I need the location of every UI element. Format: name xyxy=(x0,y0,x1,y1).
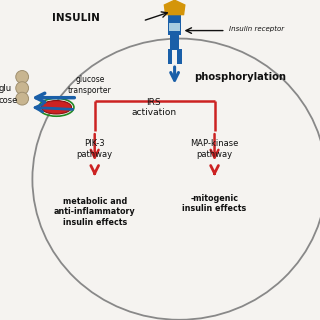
Circle shape xyxy=(16,82,28,94)
Bar xyxy=(168,49,172,64)
Text: PIK-3
pathway: PIK-3 pathway xyxy=(77,139,113,159)
Text: glucose
transporter: glucose transporter xyxy=(68,75,112,95)
Bar xyxy=(171,35,179,50)
Circle shape xyxy=(16,70,28,83)
Bar xyxy=(168,14,181,36)
Text: phosphorylation: phosphorylation xyxy=(194,72,286,82)
Text: -mitogenic
insulin effects: -mitogenic insulin effects xyxy=(182,194,247,213)
Ellipse shape xyxy=(41,100,72,114)
Bar xyxy=(178,49,182,64)
Text: metabolic and
anti-inflammatory
insulin effects: metabolic and anti-inflammatory insulin … xyxy=(54,197,136,227)
Text: MAP-kinase
pathway: MAP-kinase pathway xyxy=(190,139,239,159)
Text: cose: cose xyxy=(0,96,18,105)
Circle shape xyxy=(16,92,28,105)
Polygon shape xyxy=(164,0,185,15)
Text: INSULIN: INSULIN xyxy=(52,13,100,23)
Text: IRS
activation: IRS activation xyxy=(131,98,176,117)
Text: glu: glu xyxy=(0,84,12,92)
Text: Insulin receptor: Insulin receptor xyxy=(228,26,284,32)
Bar xyxy=(170,23,180,31)
